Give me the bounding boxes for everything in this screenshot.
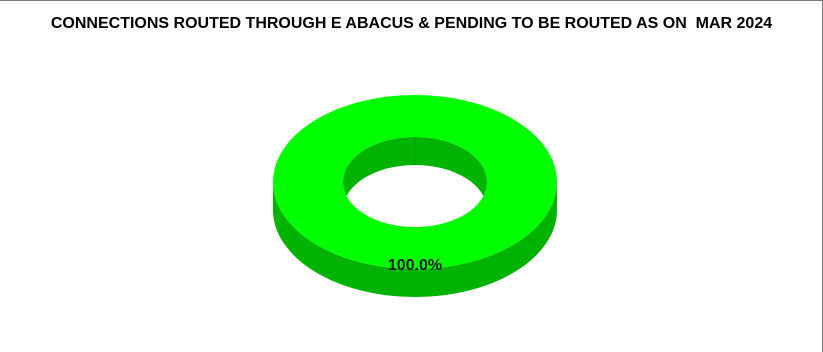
donut-slice-label: 100.0% [388,257,442,274]
chart-frame-top-border [0,0,823,1]
chart-title: CONNECTIONS ROUTED THROUGH E ABACUS & PE… [50,15,773,32]
donut-hole [343,165,487,227]
donut-slice-top-face [273,95,557,269]
donut-outer-side-wall [273,182,557,297]
